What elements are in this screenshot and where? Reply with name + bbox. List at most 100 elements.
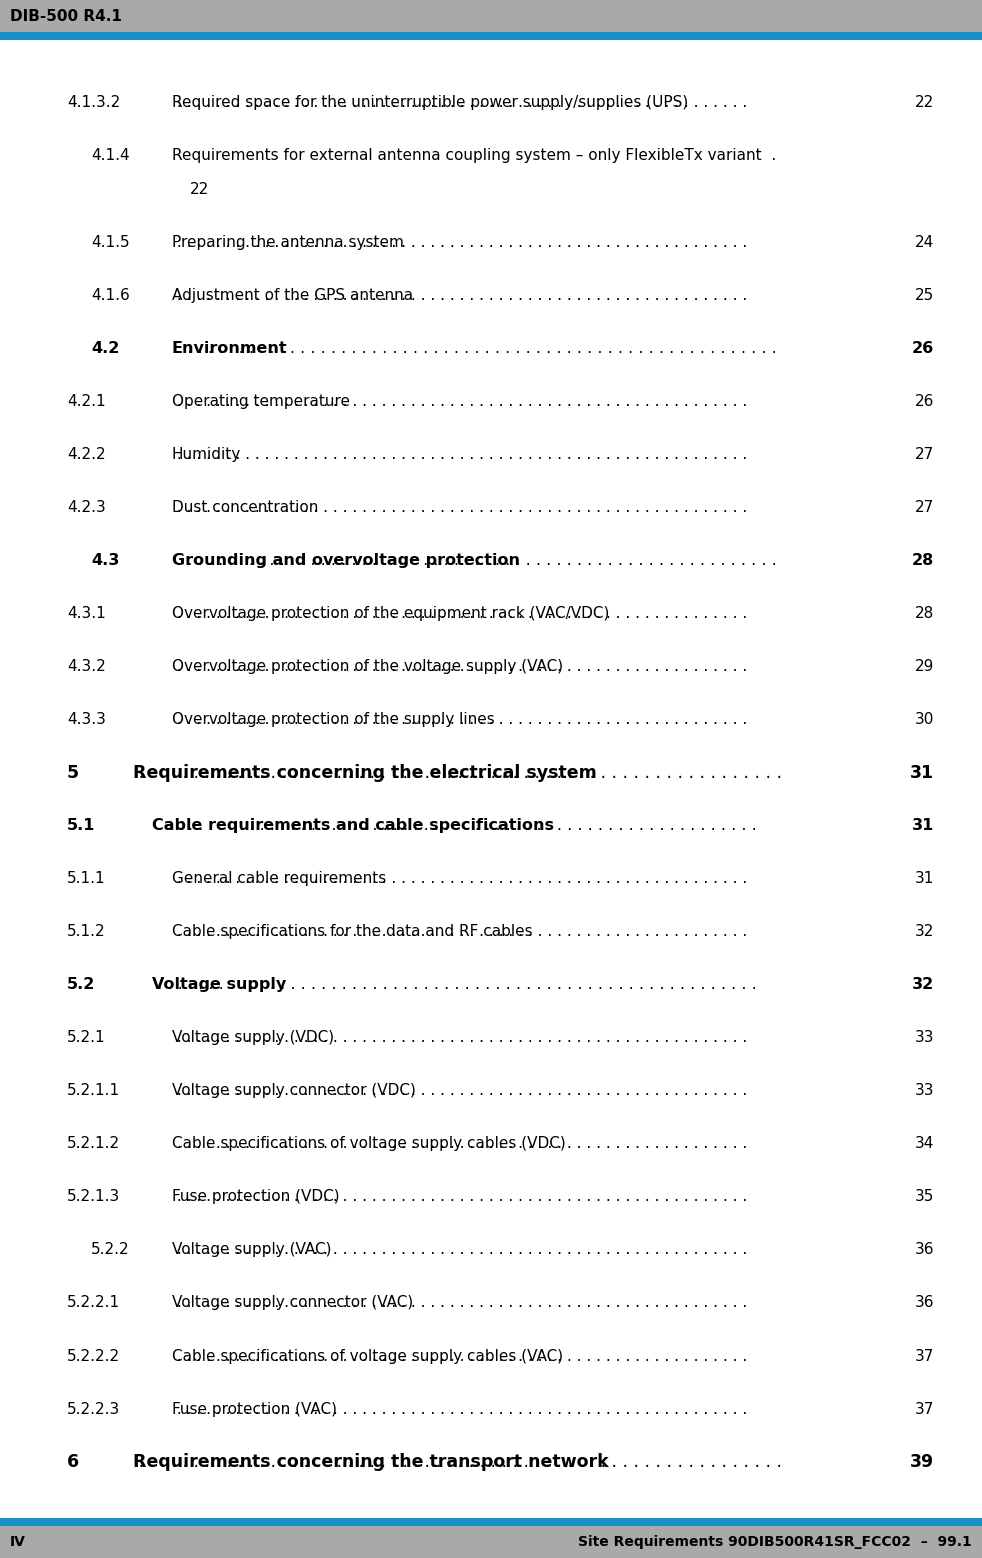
Text: Fuse protection (VAC): Fuse protection (VAC) bbox=[172, 1402, 337, 1416]
Text: Site Requirements 90DIB500R41SR_FCC02  –  99.1: Site Requirements 90DIB500R41SR_FCC02 – … bbox=[578, 1535, 972, 1549]
Text: 4.2.1: 4.2.1 bbox=[67, 394, 105, 408]
Text: 31: 31 bbox=[914, 871, 934, 887]
Text: 5.2.2: 5.2.2 bbox=[91, 1242, 130, 1257]
Text: 4.3.2: 4.3.2 bbox=[67, 659, 105, 675]
Text: Cable requirements and cable specifications: Cable requirements and cable specificati… bbox=[152, 818, 554, 834]
Text: Fuse protection (VDC): Fuse protection (VDC) bbox=[172, 1189, 340, 1204]
Text: 5.1.2: 5.1.2 bbox=[67, 924, 105, 939]
Text: Dust concentration: Dust concentration bbox=[172, 500, 318, 516]
Text: Environment: Environment bbox=[172, 341, 288, 355]
Text: . . . . . . . . . . . . . . . . . . . . . . . . . . . . . . . . . . . . . . . . : . . . . . . . . . . . . . . . . . . . . … bbox=[172, 1296, 747, 1310]
Text: . . . . . . . . . . . . . . . . . . . . . . . . . . . . . . . . . . . . . . . . : . . . . . . . . . . . . . . . . . . . . … bbox=[172, 1030, 747, 1045]
Text: 39: 39 bbox=[910, 1454, 934, 1471]
Text: 4.2.2: 4.2.2 bbox=[67, 447, 105, 463]
Text: . . . . . . . . . . . . . . . . . . . . . . . . . . . . . . . . . . . . . . . . : . . . . . . . . . . . . . . . . . . . . … bbox=[172, 394, 747, 408]
Text: Requirements concerning the electrical system: Requirements concerning the electrical s… bbox=[133, 763, 596, 782]
Text: 28: 28 bbox=[915, 606, 934, 622]
Text: 36: 36 bbox=[914, 1242, 934, 1257]
Text: Required space for the uninterruptible power supply/supplies (UPS): Required space for the uninterruptible p… bbox=[172, 95, 688, 109]
Text: Cable specifications for the data and RF cables: Cable specifications for the data and RF… bbox=[172, 924, 532, 939]
Text: . . . . . . . . . . . . . . . . . . . . . . . . . . . . . . . . . . . . . . . . : . . . . . . . . . . . . . . . . . . . . … bbox=[172, 1242, 747, 1257]
Text: Voltage supply (VAC): Voltage supply (VAC) bbox=[172, 1242, 331, 1257]
Text: Voltage supply (VDC): Voltage supply (VDC) bbox=[172, 1030, 334, 1045]
Text: . . . . . . . . . . . . . . . . . . . . . . . . . . . . . . . . . . . . . . . . : . . . . . . . . . . . . . . . . . . . . … bbox=[133, 1454, 782, 1471]
Text: Humidity: Humidity bbox=[172, 447, 242, 463]
Text: 5.2.2.1: 5.2.2.1 bbox=[67, 1296, 120, 1310]
Text: 26: 26 bbox=[911, 341, 934, 355]
Text: Overvoltage protection of the equipment rack (VAC/VDC): Overvoltage protection of the equipment … bbox=[172, 606, 609, 622]
Text: Cable specifications of voltage supply cables (VDC): Cable specifications of voltage supply c… bbox=[172, 1136, 566, 1151]
Bar bbox=[0, 1525, 982, 1558]
Text: . . . . . . . . . . . . . . . . . . . . . . . . . . . . . . . . . . . . . . . . : . . . . . . . . . . . . . . . . . . . . … bbox=[172, 1189, 747, 1204]
Text: 4.3.1: 4.3.1 bbox=[67, 606, 105, 622]
Text: . . . . . . . . . . . . . . . . . . . . . . . . . . . . . . . . . . . . . . . . : . . . . . . . . . . . . . . . . . . . . … bbox=[172, 288, 747, 302]
Text: 22: 22 bbox=[190, 182, 209, 196]
Text: Overvoltage protection of the voltage supply (VAC): Overvoltage protection of the voltage su… bbox=[172, 659, 563, 675]
Text: 34: 34 bbox=[914, 1136, 934, 1151]
Text: . . . . . . . . . . . . . . . . . . . . . . . . . . . . . . . . . . . . . . . . : . . . . . . . . . . . . . . . . . . . . … bbox=[172, 1136, 747, 1151]
Text: 5.1.1: 5.1.1 bbox=[67, 871, 105, 887]
Text: . . . . . . . . . . . . . . . . . . . . . . . . . . . . . . . . . . . . . . . . : . . . . . . . . . . . . . . . . . . . . … bbox=[172, 1083, 747, 1098]
Text: 5: 5 bbox=[67, 763, 79, 782]
Text: 5.2.1: 5.2.1 bbox=[67, 1030, 105, 1045]
Text: DIB-500 R4.1: DIB-500 R4.1 bbox=[10, 8, 122, 23]
Text: 4.2: 4.2 bbox=[91, 341, 120, 355]
Text: Requirements for external antenna coupling system – only FlexibleTx variant  .: Requirements for external antenna coupli… bbox=[172, 148, 776, 162]
Text: 5.2.1.2: 5.2.1.2 bbox=[67, 1136, 120, 1151]
Text: 25: 25 bbox=[915, 288, 934, 302]
Text: . . . . . . . . . . . . . . . . . . . . . . . . . . . . . . . . . . . . . . . . : . . . . . . . . . . . . . . . . . . . . … bbox=[172, 712, 747, 728]
Text: . . . . . . . . . . . . . . . . . . . . . . . . . . . . . . . . . . . . . . . . : . . . . . . . . . . . . . . . . . . . . … bbox=[172, 447, 747, 463]
Text: 4.1.6: 4.1.6 bbox=[91, 288, 130, 302]
Text: Cable specifications of voltage supply cables (VAC): Cable specifications of voltage supply c… bbox=[172, 1349, 563, 1363]
Text: . . . . . . . . . . . . . . . . . . . . . . . . . . . . . . . . . . . . . . . . : . . . . . . . . . . . . . . . . . . . . … bbox=[172, 95, 747, 109]
Text: 5.1: 5.1 bbox=[67, 818, 95, 834]
Text: Overvoltage protection of the supply lines: Overvoltage protection of the supply lin… bbox=[172, 712, 495, 728]
Text: 31: 31 bbox=[910, 763, 934, 782]
Text: 32: 32 bbox=[914, 924, 934, 939]
Text: . . . . . . . . . . . . . . . . . . . . . . . . . . . . . . . . . . . . . . . . : . . . . . . . . . . . . . . . . . . . . … bbox=[152, 977, 757, 992]
Text: 33: 33 bbox=[914, 1083, 934, 1098]
Text: 29: 29 bbox=[914, 659, 934, 675]
Text: 5.2.1.3: 5.2.1.3 bbox=[67, 1189, 120, 1204]
Bar bbox=[0, 0, 982, 33]
Text: . . . . . . . . . . . . . . . . . . . . . . . . . . . . . . . . . . . . . . . . : . . . . . . . . . . . . . . . . . . . . … bbox=[172, 606, 747, 622]
Text: 31: 31 bbox=[911, 818, 934, 834]
Text: 4.2.3: 4.2.3 bbox=[67, 500, 105, 516]
Text: Adjustment of the GPS antenna: Adjustment of the GPS antenna bbox=[172, 288, 413, 302]
Text: 33: 33 bbox=[914, 1030, 934, 1045]
Text: 27: 27 bbox=[915, 500, 934, 516]
Text: IV: IV bbox=[10, 1535, 26, 1549]
Text: . . . . . . . . . . . . . . . . . . . . . . . . . . . . . . . . . . . . . . . . : . . . . . . . . . . . . . . . . . . . . … bbox=[152, 818, 757, 834]
Text: General cable requirements: General cable requirements bbox=[172, 871, 386, 887]
Text: 37: 37 bbox=[914, 1402, 934, 1416]
Text: Requirements concerning the transport network: Requirements concerning the transport ne… bbox=[133, 1454, 608, 1471]
Text: 4.1.4: 4.1.4 bbox=[91, 148, 130, 162]
Text: . . . . . . . . . . . . . . . . . . . . . . . . . . . . . . . . . . . . . . . . : . . . . . . . . . . . . . . . . . . . . … bbox=[172, 1402, 747, 1416]
Text: 4.1.3.2: 4.1.3.2 bbox=[67, 95, 120, 109]
Text: Grounding and overvoltage protection: Grounding and overvoltage protection bbox=[172, 553, 519, 569]
Text: Voltage supply: Voltage supply bbox=[152, 977, 287, 992]
Text: Preparing the antenna system: Preparing the antenna system bbox=[172, 235, 404, 249]
Text: Voltage supply connector (VAC): Voltage supply connector (VAC) bbox=[172, 1296, 413, 1310]
Text: 22: 22 bbox=[915, 95, 934, 109]
Text: . . . . . . . . . . . . . . . . . . . . . . . . . . . . . . . . . . . . . . . . : . . . . . . . . . . . . . . . . . . . . … bbox=[172, 341, 777, 355]
Text: 26: 26 bbox=[914, 394, 934, 408]
Text: 35: 35 bbox=[914, 1189, 934, 1204]
Text: . . . . . . . . . . . . . . . . . . . . . . . . . . . . . . . . . . . . . . . . : . . . . . . . . . . . . . . . . . . . . … bbox=[133, 763, 782, 782]
Text: 36: 36 bbox=[914, 1296, 934, 1310]
Text: 27: 27 bbox=[915, 447, 934, 463]
Text: 5.2.1.1: 5.2.1.1 bbox=[67, 1083, 120, 1098]
Text: 37: 37 bbox=[914, 1349, 934, 1363]
Text: 4.1.5: 4.1.5 bbox=[91, 235, 130, 249]
Text: 6: 6 bbox=[67, 1454, 79, 1471]
Bar bbox=[0, 1517, 982, 1525]
Text: . . . . . . . . . . . . . . . . . . . . . . . . . . . . . . . . . . . . . . . . : . . . . . . . . . . . . . . . . . . . . … bbox=[172, 924, 747, 939]
Text: 4.3: 4.3 bbox=[91, 553, 120, 569]
Text: . . . . . . . . . . . . . . . . . . . . . . . . . . . . . . . . . . . . . . . . : . . . . . . . . . . . . . . . . . . . . … bbox=[172, 659, 747, 675]
Text: 28: 28 bbox=[911, 553, 934, 569]
Text: 5.2: 5.2 bbox=[67, 977, 95, 992]
Text: . . . . . . . . . . . . . . . . . . . . . . . . . . . . . . . . . . . . . . . . : . . . . . . . . . . . . . . . . . . . . … bbox=[172, 235, 747, 249]
Text: . . . . . . . . . . . . . . . . . . . . . . . . . . . . . . . . . . . . . . . . : . . . . . . . . . . . . . . . . . . . . … bbox=[172, 1349, 747, 1363]
Text: 4.3.3: 4.3.3 bbox=[67, 712, 106, 728]
Text: 5.2.2.2: 5.2.2.2 bbox=[67, 1349, 120, 1363]
